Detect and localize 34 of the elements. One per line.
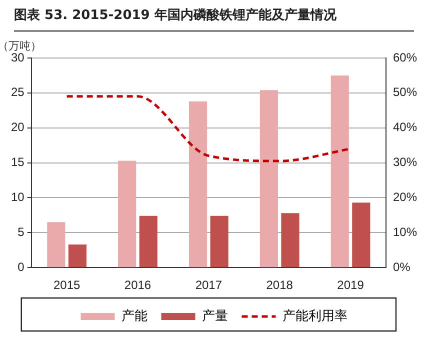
y2-tick-label: 0% xyxy=(392,260,411,274)
x-tick-label: 2019 xyxy=(337,278,364,292)
y-tick-label: 15 xyxy=(10,155,25,170)
x-tick-label: 2018 xyxy=(266,278,294,292)
bar xyxy=(260,90,278,268)
legend-label: 产能 xyxy=(121,308,148,324)
legend-label: 产能利用率 xyxy=(282,308,348,324)
y2-tick-label: 30% xyxy=(392,155,418,170)
y2-tick-label: 20% xyxy=(392,190,418,204)
y-tick-label: 0 xyxy=(18,260,25,274)
bar xyxy=(139,216,158,268)
bar xyxy=(352,202,370,268)
y2-tick-label: 40% xyxy=(392,120,418,134)
y-tick-label: 10 xyxy=(10,190,25,204)
y-axis-title: （万吨） xyxy=(0,39,42,52)
y2-tick-label: 60% xyxy=(392,50,418,64)
x-tick-label: 2017 xyxy=(195,278,222,292)
y2-tick-label: 50% xyxy=(392,85,418,100)
bar xyxy=(330,75,349,268)
bar xyxy=(68,244,86,268)
legend-label: 产量 xyxy=(202,308,228,324)
bar xyxy=(281,213,300,268)
bar xyxy=(118,160,136,268)
bar xyxy=(47,222,66,268)
bar xyxy=(210,216,228,268)
chart-title: 图表 53. 2015-2019 年国内磷酸铁锂产能及产量情况 xyxy=(14,6,414,32)
x-tick-label: 2016 xyxy=(124,278,152,292)
x-tick-label: 2015 xyxy=(53,278,80,292)
y-tick-label: 25 xyxy=(10,85,25,100)
y2-tick-label: 10% xyxy=(392,224,418,239)
bar xyxy=(188,101,208,268)
y-tick-label: 30 xyxy=(10,50,25,64)
y-tick-label: 20 xyxy=(10,120,25,134)
y-tick-label: 5 xyxy=(18,224,25,239)
